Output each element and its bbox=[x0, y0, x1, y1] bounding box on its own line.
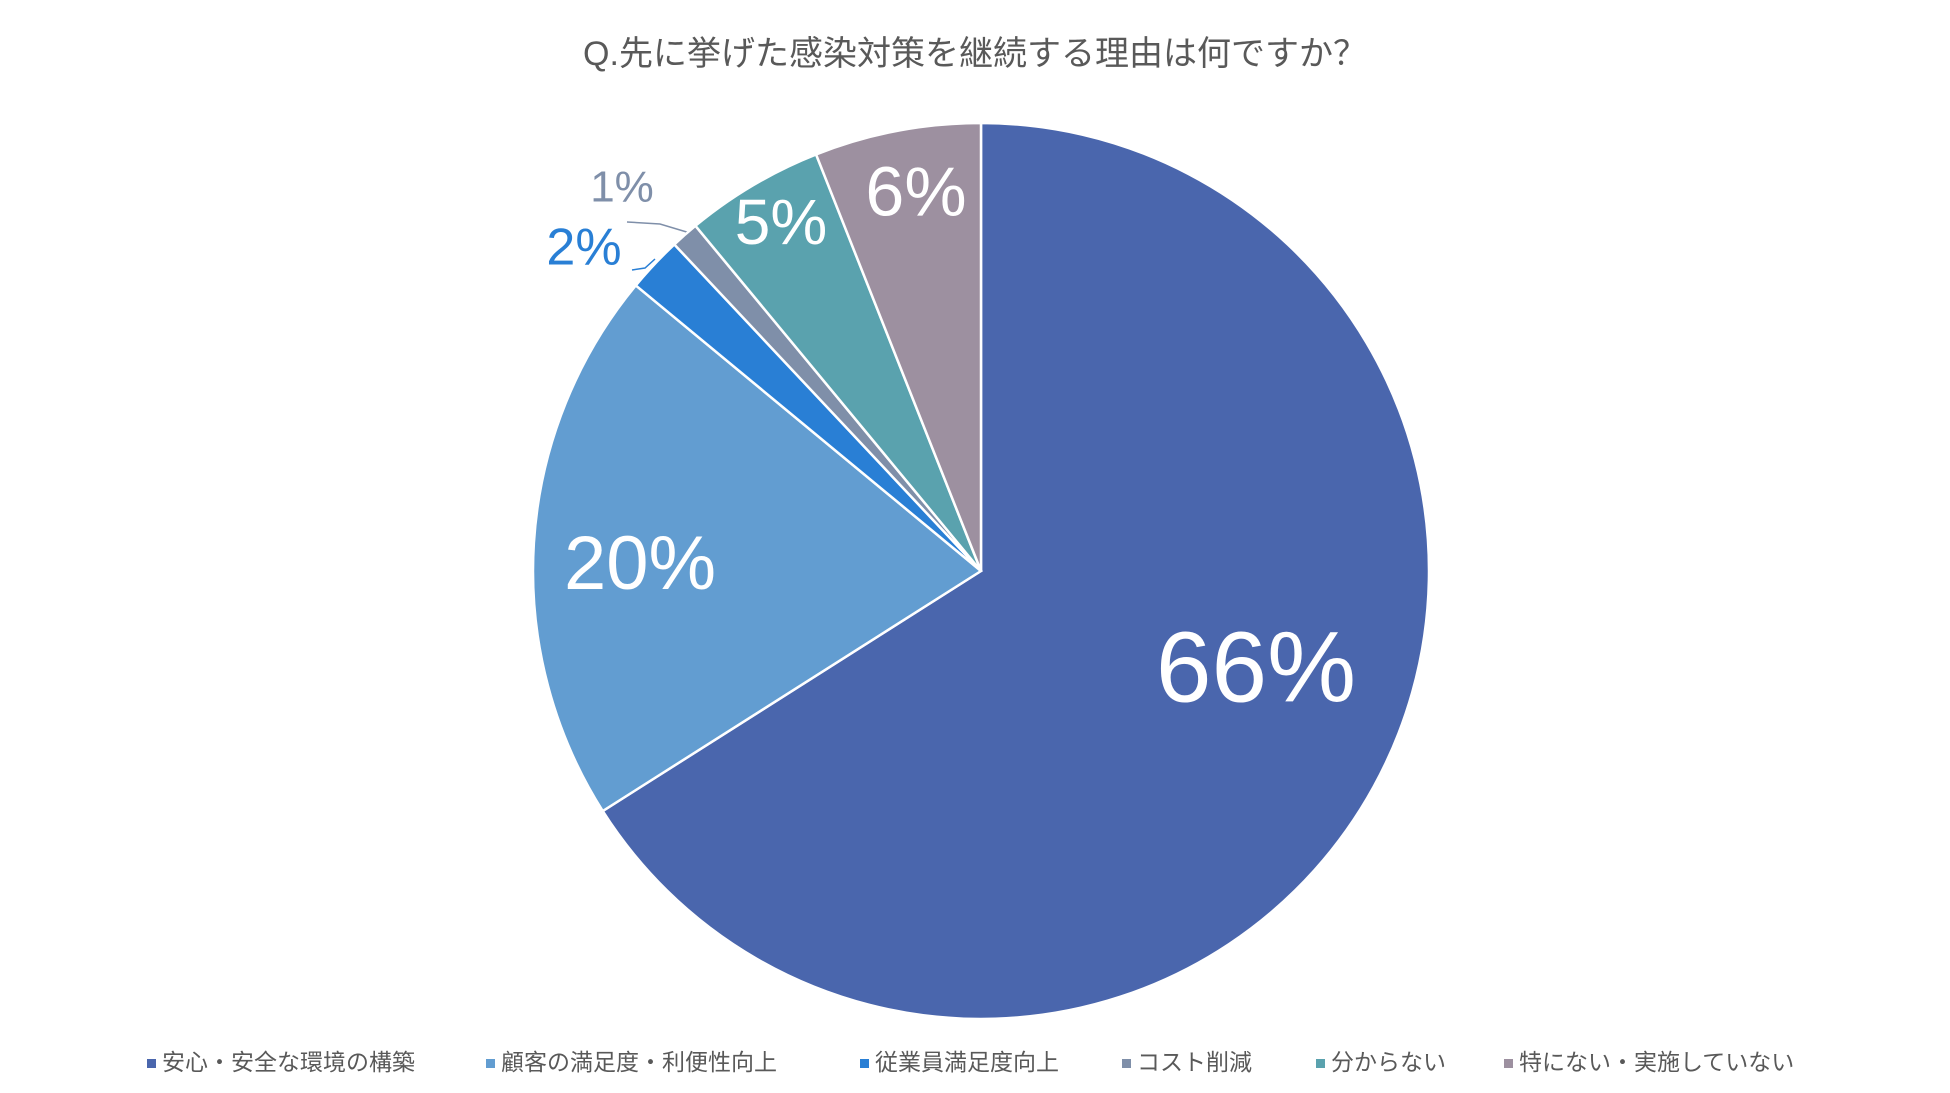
legend-marker bbox=[486, 1059, 495, 1068]
data-label: 20% bbox=[564, 521, 716, 606]
legend-marker bbox=[1316, 1059, 1325, 1068]
data-label: 6% bbox=[865, 152, 966, 230]
pie-slice bbox=[531, 283, 984, 813]
chart-title: Q.先に挙げた感染対策を継続する理由は何ですか？ bbox=[583, 35, 1367, 73]
legend-marker bbox=[1122, 1059, 1131, 1068]
pie-slice bbox=[814, 121, 983, 572]
leader-line bbox=[631, 258, 656, 271]
legend-label: 特にない・実施していない bbox=[1519, 1049, 1794, 1075]
legend-marker bbox=[860, 1059, 869, 1068]
legend-label: 従業員満足度向上 bbox=[875, 1049, 1059, 1075]
leader-line bbox=[626, 221, 691, 234]
pie-slice bbox=[601, 121, 1431, 1021]
legend-label: 分からない bbox=[1331, 1049, 1446, 1075]
legend-label: コスト削減 bbox=[1137, 1049, 1252, 1075]
data-label: 5% bbox=[735, 186, 828, 258]
legend-label: 顧客の満足度・利便性向上 bbox=[501, 1049, 777, 1075]
data-label: 2% bbox=[546, 219, 621, 277]
legend-label: 安心・安全な環境の構築 bbox=[162, 1049, 415, 1075]
data-label: 1% bbox=[590, 163, 654, 212]
legend-marker bbox=[1504, 1059, 1513, 1068]
data-label: 66% bbox=[1156, 611, 1356, 723]
legend-marker bbox=[147, 1059, 156, 1068]
